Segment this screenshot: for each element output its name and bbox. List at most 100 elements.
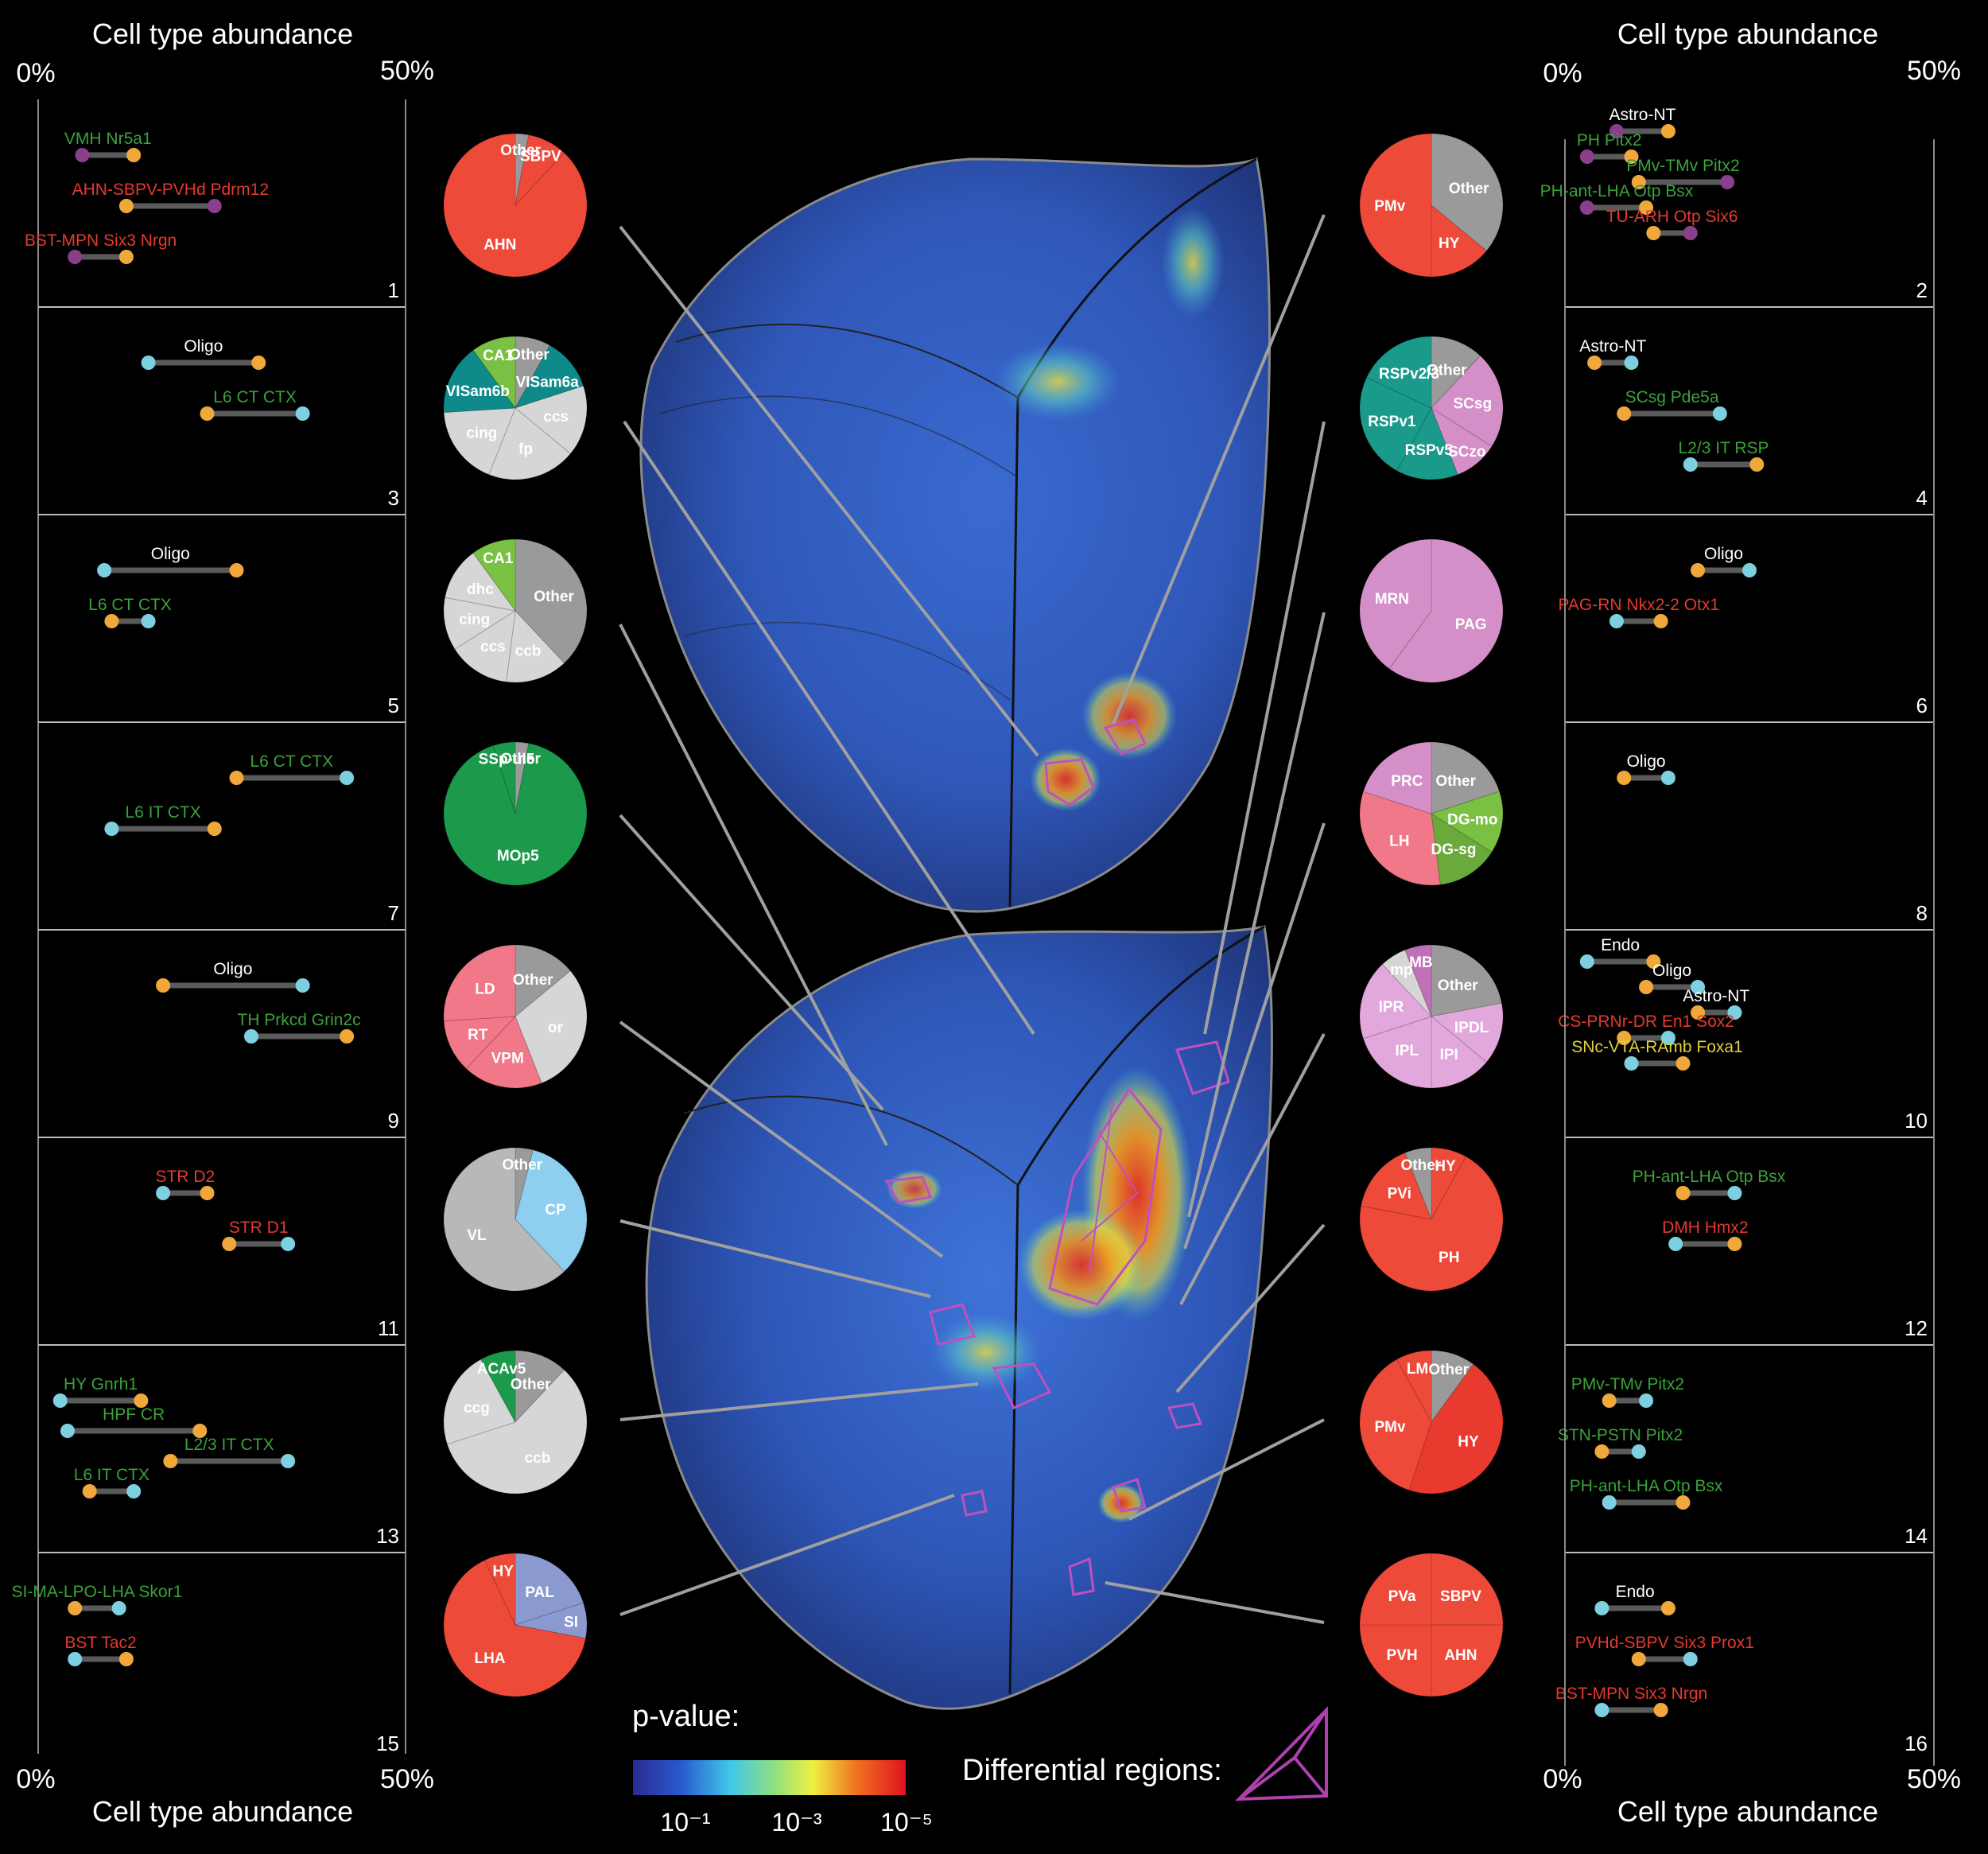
dumbbell-row: PH Pitx2 <box>1577 131 1642 164</box>
dumbbell-row: L6 CT CTX <box>88 596 172 628</box>
dumbbell-label: VMH Nr5a1 <box>64 130 152 148</box>
panel-number: 16 <box>1905 1732 1928 1755</box>
brain-illustration-top <box>639 157 1272 913</box>
dumbbell-label: PMv-TMv Pitx2 <box>1626 157 1739 175</box>
pie-slice-label: mp <box>1390 962 1413 979</box>
dumbbell-row: STN-PSTN Pitx2 <box>1558 1426 1683 1459</box>
dumbbell-row: Oligo <box>97 545 244 577</box>
dumbbell-label: Oligo <box>213 960 252 978</box>
pie-slice-label: Other <box>1428 1362 1469 1378</box>
dumbbell-dot-start <box>222 1237 237 1251</box>
pie-slice-label: ccs <box>480 639 506 655</box>
panel-number: 10 <box>1905 1109 1928 1133</box>
pie-slice-label: PMv <box>1374 198 1406 215</box>
pie-slice <box>1430 406 1493 476</box>
pie-slice <box>514 538 588 664</box>
dumbbell-dot-end <box>207 199 222 213</box>
dumbbell-label: AHN-SBPV-PVHd Pdrm12 <box>72 181 269 199</box>
panel-number: 7 <box>388 901 399 925</box>
panel-number: 5 <box>388 694 399 717</box>
abundance-panel-9: 9 Oligo TH Prkcd Grin2c <box>38 929 406 1133</box>
left-top-axis-max: 50% <box>380 56 434 86</box>
dumbbell-dot-end <box>141 614 156 628</box>
abundance-panel-10: 10 Endo Oligo Astro-NT CS-PRNr-DR En1 Sox2 SN… <box>1558 929 1934 1133</box>
pie-slice-label: SCsg <box>1453 395 1492 412</box>
dumbbell-label: Oligo <box>1627 752 1666 771</box>
pie-slice <box>480 1350 516 1423</box>
pie-slice <box>472 336 516 410</box>
abundance-panel-14: 14 PMv-TMv Pitx2 STN-PSTN Pitx2 PH-ant-LHA … <box>1558 1344 1934 1548</box>
dumbbell-dot-end <box>281 1237 296 1251</box>
dumbbell-row: BST-MPN Six3 Nrgn <box>1555 1685 1707 1717</box>
dumbbell-dot-end <box>1727 1186 1742 1200</box>
abundance-panel-12: 12 PH-ant-LHA Otp Bsx DMH Hmx2 <box>1565 1137 1934 1340</box>
dumbbell-label: Astro-NT <box>1683 987 1749 1005</box>
pie-slice <box>1381 949 1432 1017</box>
dumbbell-row: SNc-VTA-RAmb Foxa1 <box>1571 1038 1743 1071</box>
dumbbell-label: DMH Hmx2 <box>1662 1219 1749 1237</box>
pvalue-tick-3: 10⁻⁵ <box>880 1808 933 1837</box>
pie-slice <box>1359 377 1432 472</box>
dumbbell-dot-start <box>118 199 134 213</box>
pie-slice <box>446 1369 588 1494</box>
dumbbell-label: SI-MA-LPO-LHA Skor1 <box>12 1583 183 1601</box>
left-top-axis-min: 0% <box>16 58 55 88</box>
pie-slice <box>514 133 530 206</box>
dumbbell-dot-start <box>1579 150 1594 164</box>
dumbbell-label: L6 CT CTX <box>213 388 297 406</box>
dumbbell-dot-end <box>1683 226 1698 240</box>
dumbbell-dot-end <box>1653 614 1668 628</box>
abundance-panel-5: 5 Oligo L6 CT CTX <box>38 514 406 717</box>
right-panels: 2 Astro-NT PH Pitx2 PMv-TMv Pitx2 PH-ant-LHA… <box>1540 106 1934 1755</box>
pie-slice <box>1431 204 1488 278</box>
pie-slice <box>514 1553 584 1626</box>
pie-slice-label: ccb <box>515 643 542 660</box>
right-bottom-title: Cell type abundance <box>1617 1795 1878 1828</box>
panel-number: 3 <box>388 486 399 510</box>
right-bottom-axis-max: 50% <box>1907 1764 1961 1794</box>
dumbbell-label: Oligo <box>1704 545 1743 563</box>
dumbbell-dot-end <box>1639 200 1654 215</box>
dumbbell-label: PVHd-SBPV Six3 Prox1 <box>1575 1634 1754 1652</box>
dumbbell-label: L6 CT CTX <box>88 596 172 614</box>
pie-slice <box>1431 944 1502 1017</box>
dumbbell-dot-end <box>1720 175 1735 189</box>
dumbbell-dot-start <box>1691 563 1706 577</box>
dumbbell-label: HY Gnrh1 <box>64 1375 138 1393</box>
dumbbell-dot-end <box>1691 980 1706 994</box>
dumbbell-dot-end <box>1660 124 1675 138</box>
pie-chart-7: Other MOp5 SSp-ul5 <box>443 741 588 886</box>
dumbbell-dot-start <box>82 1484 97 1498</box>
pie-slice-label: HY <box>492 1563 514 1580</box>
dumbbell-dot-start <box>68 1601 83 1615</box>
dumbbell-dot-end <box>251 356 266 370</box>
dumbbell-row: VMH Nr5a1 <box>64 130 152 162</box>
dumbbell-dot-start <box>1639 980 1654 994</box>
dumbbell-label: SCsg Pde5a <box>1625 388 1719 406</box>
dumbbell-label: Astro-NT <box>1579 337 1646 356</box>
dumbbell-dot-end <box>1727 1005 1742 1020</box>
pie-slice <box>1431 1015 1488 1089</box>
dumbbell-dot-start <box>1594 1601 1609 1615</box>
pie-slice <box>514 336 551 409</box>
dumbbell-dot-start <box>1609 614 1624 628</box>
pie-slice-label: SSp-ul5 <box>479 752 535 768</box>
abundance-panel-15: 15 SI-MA-LPO-LHA Skor1 BST Tac2 <box>12 1552 406 1755</box>
pie-slice <box>1362 741 1432 814</box>
pie-slice-label: Other <box>509 347 549 363</box>
pie-slice <box>488 407 572 480</box>
pie-slice-label: cing <box>459 612 490 628</box>
dumbbell-label: STN-PSTN Pitx2 <box>1558 1426 1683 1444</box>
pie-slice-label: cing <box>466 426 497 442</box>
dumbbell-dot-start <box>200 406 215 421</box>
pie-slice-label: SI <box>564 1615 578 1631</box>
dumbbell-row: Astro-NT <box>1683 987 1749 1020</box>
dumbbell-label: SNc-VTA-RAmb Foxa1 <box>1571 1038 1743 1056</box>
pie-slice-label: or <box>548 1020 564 1036</box>
abundance-panel-3: 3 Oligo L6 CT CTX <box>38 306 406 510</box>
panel-number: 2 <box>1916 278 1928 302</box>
dumbbell-dot-end <box>126 148 142 162</box>
pie-slice <box>1431 1350 1474 1424</box>
